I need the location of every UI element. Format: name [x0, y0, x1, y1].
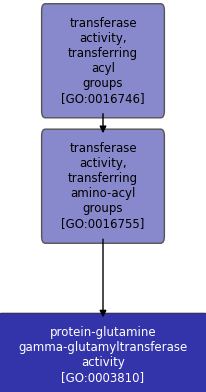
FancyBboxPatch shape [42, 129, 164, 243]
FancyBboxPatch shape [42, 4, 164, 118]
Text: transferase
activity,
transferring
amino-acyl
groups
[GO:0016755]: transferase activity, transferring amino… [61, 142, 145, 230]
Text: transferase
activity,
transferring
acyl
groups
[GO:0016746]: transferase activity, transferring acyl … [61, 17, 145, 105]
Text: protein-glutamine
gamma-glutamyltransferase
activity
[GO:0003810]: protein-glutamine gamma-glutamyltransfer… [18, 326, 188, 384]
FancyBboxPatch shape [0, 314, 206, 392]
